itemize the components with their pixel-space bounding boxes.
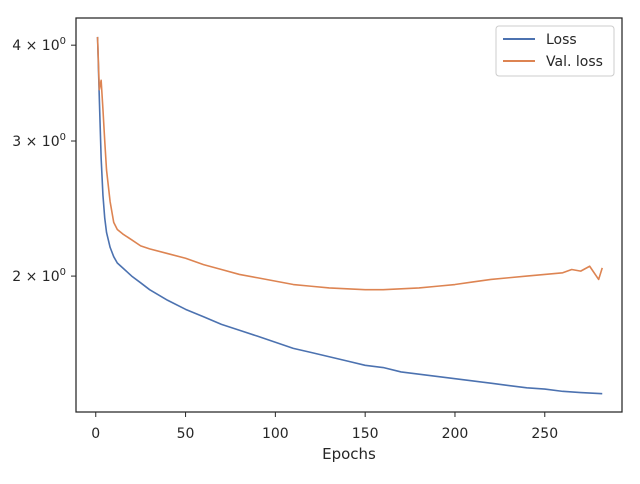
plot-area — [75, 17, 623, 413]
legend: Loss Val. loss — [495, 25, 615, 77]
x-tick-label: 150 — [352, 426, 379, 442]
x-tick-label: 200 — [442, 426, 469, 442]
y-tick-label: 2 × 100 — [12, 267, 66, 285]
x-axis-label: Epochs — [322, 445, 376, 463]
y-tick-label: 4 × 100 — [12, 36, 66, 54]
series-line-val-loss — [96, 36, 604, 291]
x-tick-label: 0 — [91, 426, 100, 442]
x-tick-label: 50 — [177, 426, 195, 442]
series-line-loss — [96, 36, 603, 395]
x-tick-label: 250 — [531, 426, 558, 442]
legend-label-val-loss: Val. loss — [546, 54, 603, 70]
y-tick-label: 3 × 100 — [12, 132, 66, 150]
legend-label-loss: Loss — [546, 32, 577, 48]
x-tick-label: 100 — [262, 426, 289, 442]
